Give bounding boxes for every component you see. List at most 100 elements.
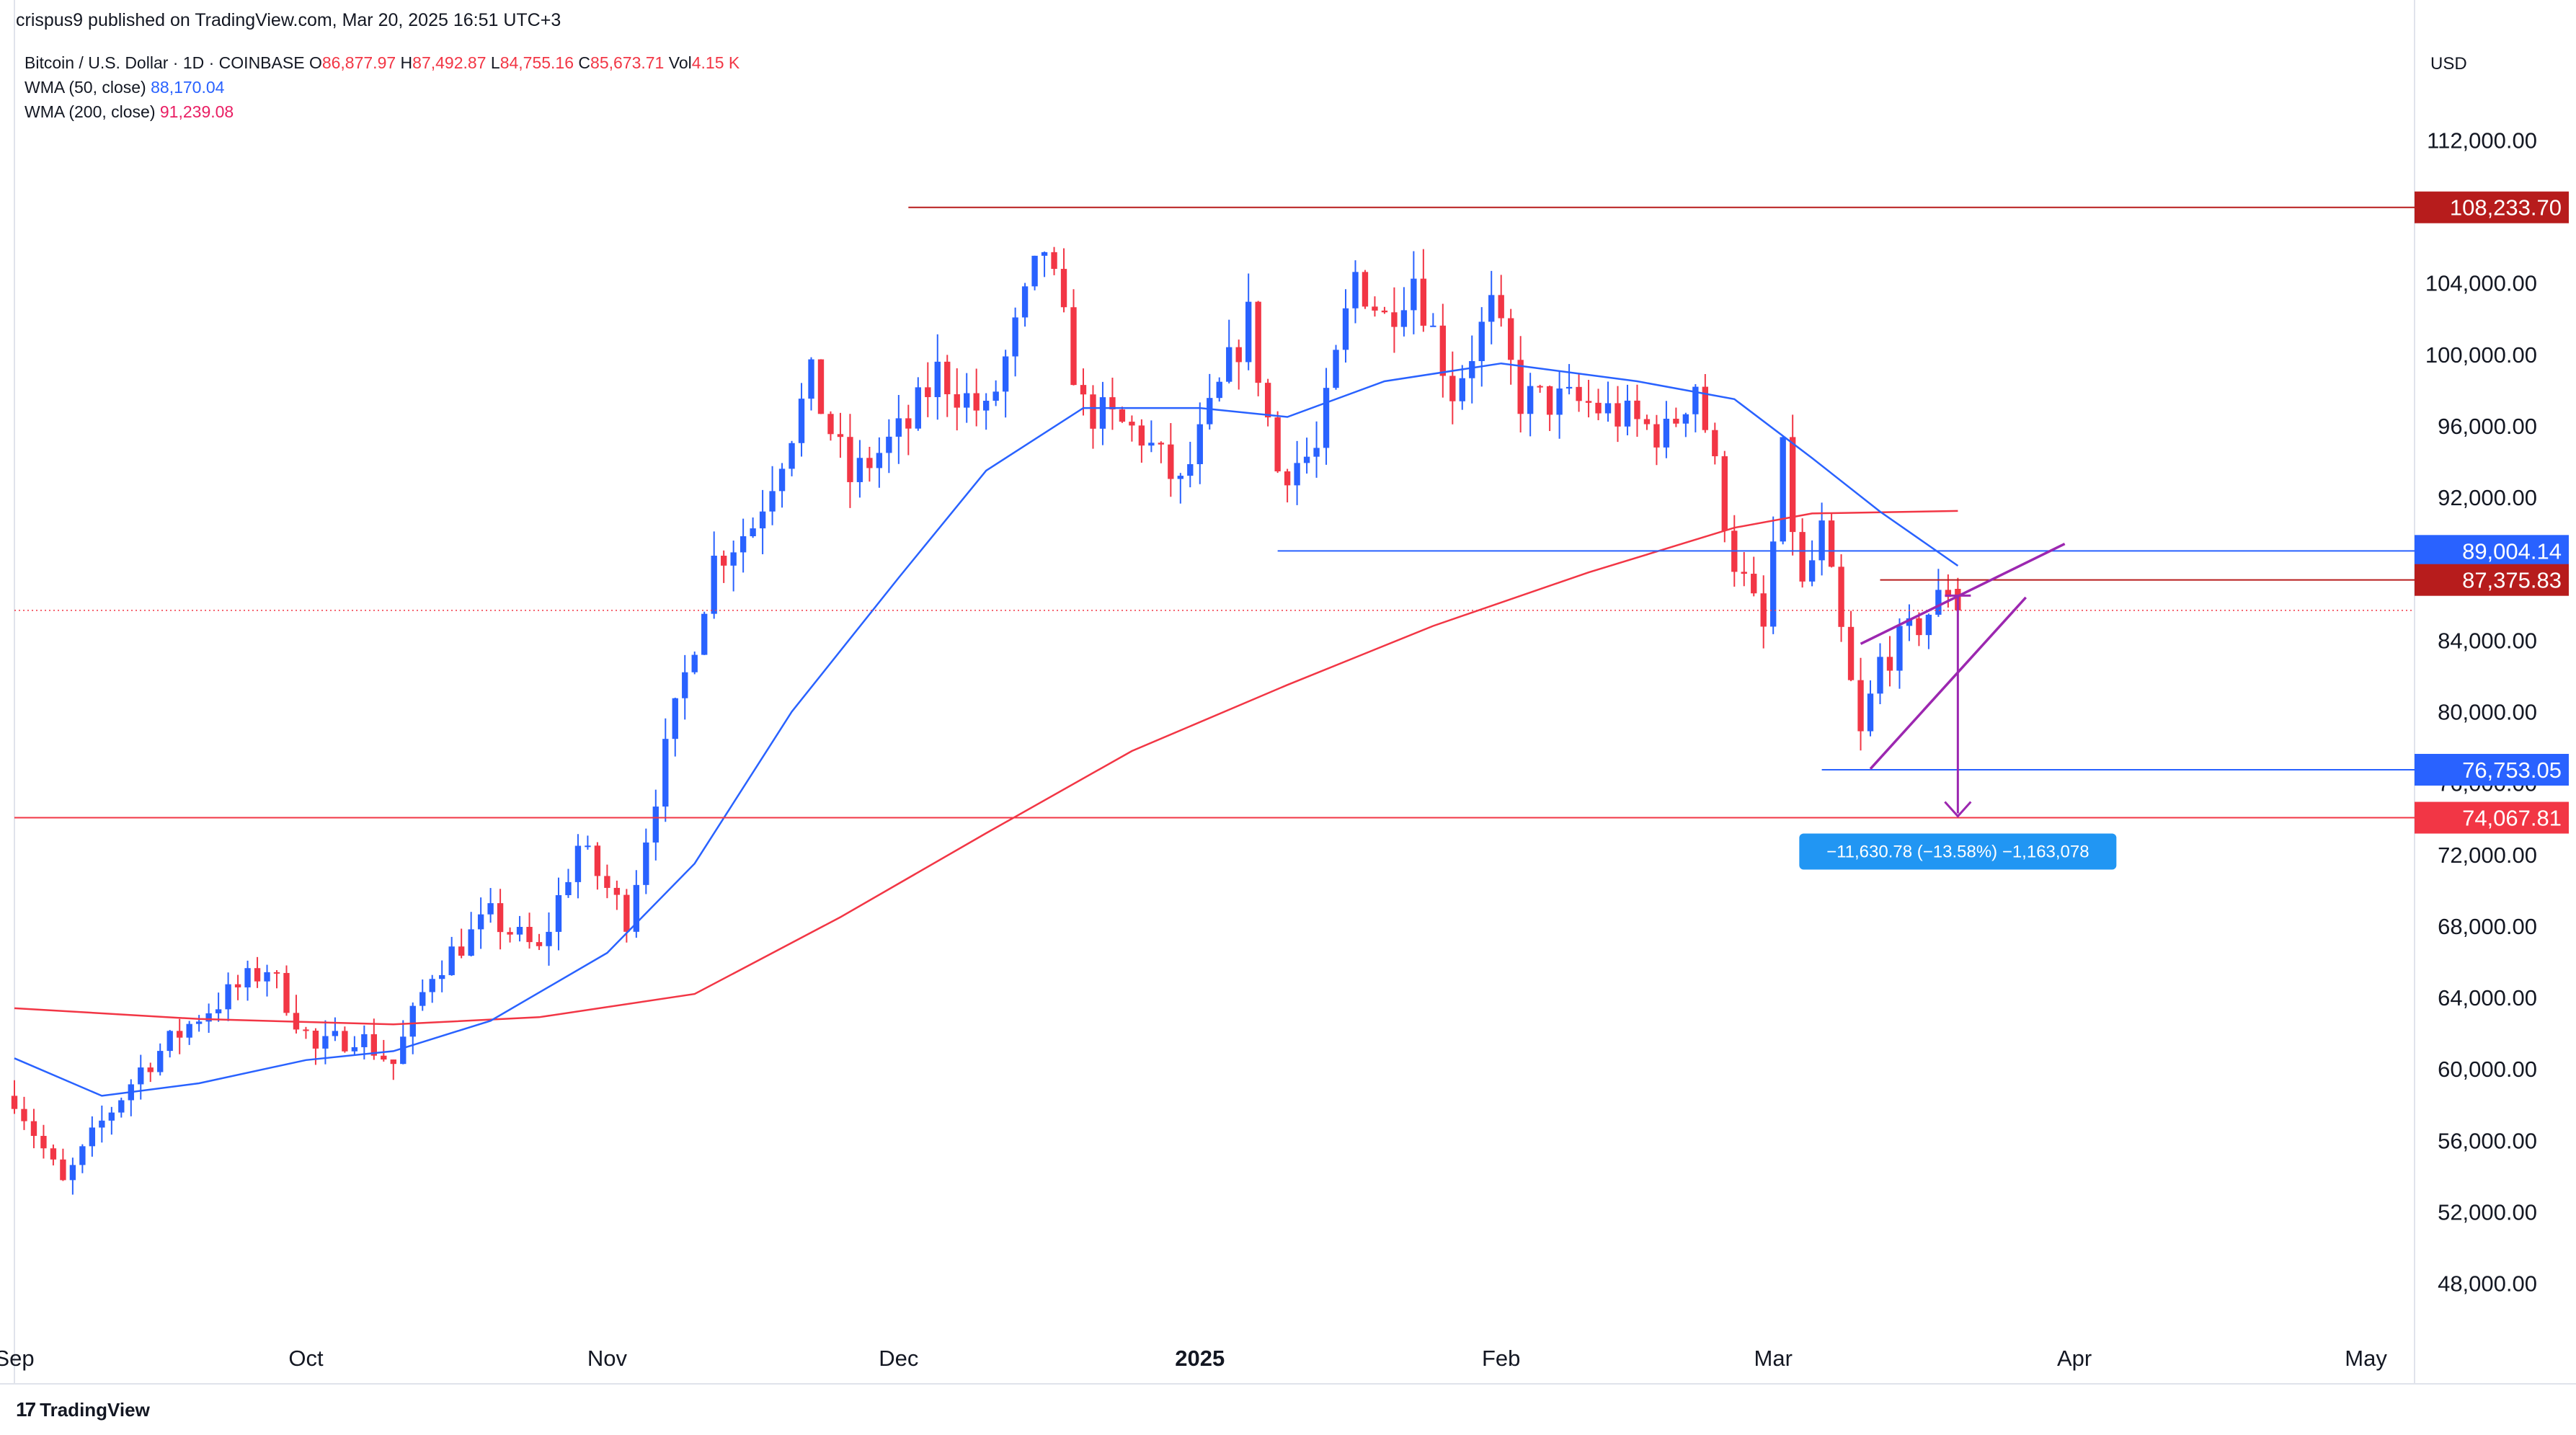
candle-body	[1255, 301, 1261, 383]
candle-body	[633, 884, 640, 932]
candle-body	[585, 845, 591, 848]
candle-body	[303, 1029, 309, 1031]
candle-body	[594, 845, 601, 876]
candle-body	[1537, 386, 1543, 388]
candle-body	[1342, 308, 1349, 350]
candle-body	[769, 491, 776, 512]
candle-body	[108, 1112, 115, 1121]
candle-body	[400, 1036, 407, 1065]
candle-body	[186, 1023, 192, 1038]
candle-body	[1565, 386, 1573, 389]
candles-group	[11, 246, 1961, 1195]
candle-body	[381, 1055, 387, 1060]
candle-body	[992, 391, 999, 401]
candle-body	[856, 458, 863, 482]
candle-body	[565, 881, 572, 896]
candle-body	[730, 552, 737, 566]
level-price-tag	[2415, 753, 2569, 786]
candle-body	[1372, 306, 1378, 311]
candle-body	[905, 418, 912, 429]
candle-body	[361, 1034, 368, 1047]
y-tick-label: 80,000.00	[2438, 700, 2537, 725]
candle-body	[1469, 361, 1475, 378]
candle-body	[1031, 255, 1038, 287]
candle-body	[1789, 437, 1796, 533]
x-tick-label: Nov	[587, 1346, 628, 1371]
y-tick-label: 60,000.00	[2438, 1057, 2537, 1082]
candle-body	[623, 894, 630, 932]
candle-body	[837, 434, 844, 437]
candle-body	[652, 807, 659, 843]
candle-body	[866, 458, 873, 468]
candle-body	[1780, 437, 1786, 542]
published-caption: crispus9 published on TradingView.com, M…	[16, 10, 561, 30]
x-tick-label: 2025	[1175, 1346, 1225, 1371]
candle-body	[50, 1148, 57, 1160]
candle-body	[1439, 325, 1447, 376]
candle-body	[1274, 417, 1281, 472]
candle-body	[1420, 278, 1427, 326]
candle-body	[778, 468, 786, 492]
candle-body	[750, 528, 756, 536]
candle-body	[1478, 321, 1485, 362]
open-value: 86,877.97	[321, 53, 396, 72]
candle-body	[604, 876, 610, 888]
low-label: L	[490, 53, 500, 72]
candle-body	[876, 453, 883, 468]
low-value: 84,755.16	[499, 53, 574, 72]
candle-body	[944, 361, 951, 394]
candle-body	[1585, 401, 1592, 403]
candle-body	[662, 739, 669, 807]
wma200-label: WMA (200, close)	[25, 102, 156, 121]
candle-body	[915, 387, 921, 429]
candle-body	[555, 895, 562, 932]
candle-body	[1896, 626, 1903, 671]
candle-body	[1857, 680, 1864, 732]
candle-body	[1624, 400, 1631, 427]
candle-body	[1158, 443, 1165, 445]
wma200-line	[14, 510, 1958, 1026]
wedge-lower-line	[1869, 596, 2028, 770]
candle-body	[1323, 388, 1330, 448]
y-tick-label: 84,000.00	[2438, 628, 2537, 653]
level-price-label: 74,067.81	[2462, 806, 2562, 831]
candle-body	[1653, 424, 1660, 448]
x-tick-label: Dec	[879, 1346, 918, 1371]
candle-body	[516, 927, 523, 935]
candle-body	[1916, 618, 1922, 636]
y-tick-label: 72,000.00	[2438, 843, 2537, 868]
candle-body	[1021, 286, 1029, 318]
candle-body	[1002, 356, 1009, 392]
candle-body	[1692, 386, 1699, 414]
candle-body	[1634, 400, 1640, 419]
candle-body	[21, 1109, 27, 1121]
y-tick-label: 100,000.00	[2425, 342, 2537, 368]
y-tick-label: 56,000.00	[2438, 1128, 2537, 1153]
symbol-row: Bitcoin / U.S. Dollar · 1D · COINBASE O8…	[25, 50, 740, 75]
candle-body	[225, 984, 231, 1010]
candle-body	[254, 968, 261, 982]
candle-body	[1615, 403, 1621, 427]
close-label: C	[578, 53, 591, 72]
candle-body	[448, 946, 455, 975]
candle-body	[964, 393, 970, 408]
candle-body	[1148, 443, 1155, 446]
candle-body	[1576, 386, 1582, 401]
candle-body	[526, 927, 533, 943]
candle-body	[370, 1034, 378, 1056]
tradingview-footer[interactable]: 17 TradingView	[16, 1398, 150, 1421]
volume-value: 4.15 K	[691, 53, 740, 72]
wma50-value: 88,170.04	[151, 78, 225, 97]
candle-body	[507, 932, 513, 935]
candle-body	[1303, 456, 1310, 463]
candle-body	[1508, 318, 1514, 360]
candle-body	[439, 974, 445, 979]
candle-body	[1945, 590, 1952, 597]
candle-body	[322, 1036, 329, 1049]
x-tick-label: May	[2345, 1346, 2387, 1371]
level-price-label: 108,233.70	[2450, 195, 2562, 221]
y-tick-label: 104,000.00	[2425, 271, 2537, 296]
candle-body	[925, 387, 931, 397]
y-tick-label: 112,000.00	[2427, 128, 2537, 153]
